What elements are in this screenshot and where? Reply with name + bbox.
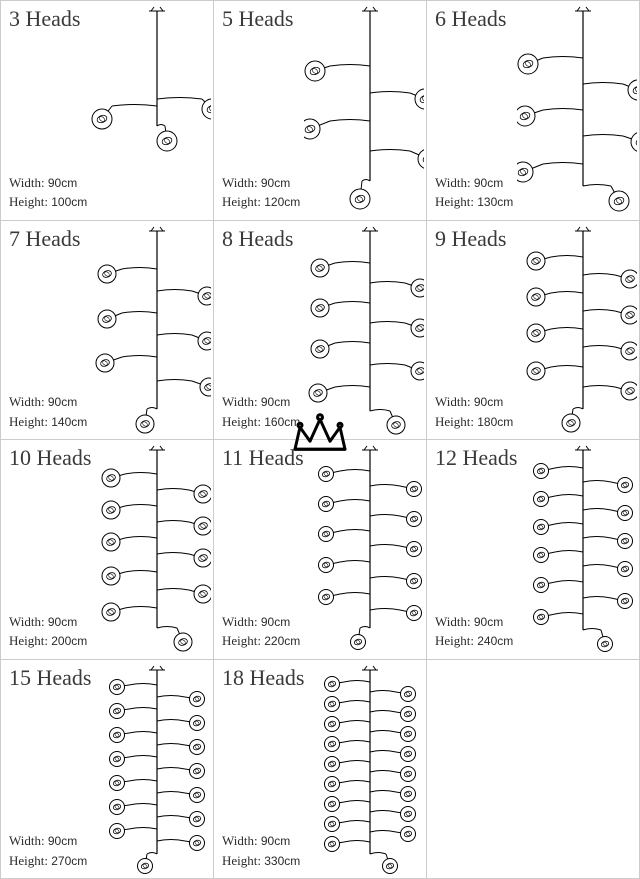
size-cell: 7 Heads	[0, 220, 213, 440]
height-value: 180cm	[477, 415, 513, 429]
width-spec: Width: 90cm	[435, 612, 513, 632]
chandelier-diagram	[304, 664, 422, 875]
height-label: Height:	[222, 633, 261, 648]
height-label: Height:	[9, 414, 48, 429]
size-cell: 3 Heads Width: 90cm Height:	[0, 0, 213, 220]
height-value: 220cm	[264, 634, 300, 648]
width-label: Width:	[222, 175, 258, 190]
width-label: Width:	[222, 833, 258, 848]
height-value: 120cm	[264, 195, 300, 209]
height-label: Height:	[9, 633, 48, 648]
height-label: Height:	[435, 194, 474, 209]
width-label: Width:	[9, 833, 45, 848]
crown-watermark-icon	[285, 409, 355, 464]
width-value: 90cm	[261, 615, 290, 629]
width-spec: Width: 90cm	[9, 831, 87, 851]
width-label: Width:	[9, 394, 45, 409]
width-value: 90cm	[474, 176, 503, 190]
width-value: 90cm	[474, 615, 503, 629]
width-value: 90cm	[261, 395, 290, 409]
chandelier-diagram	[304, 5, 422, 216]
size-cell: 5 Heads Widt	[213, 0, 426, 220]
width-value: 90cm	[261, 176, 290, 190]
width-label: Width:	[222, 614, 258, 629]
width-value: 90cm	[48, 615, 77, 629]
width-label: Width:	[9, 175, 45, 190]
size-cell: 8 Heads	[213, 220, 426, 440]
cell-specs: Width: 90cm Height: 140cm	[9, 392, 87, 431]
width-label: Width:	[9, 614, 45, 629]
width-spec: Width: 90cm	[9, 612, 87, 632]
width-label: Width:	[222, 394, 258, 409]
width-spec: Width: 90cm	[222, 831, 300, 851]
height-label: Height:	[222, 194, 261, 209]
cell-specs: Width: 90cm Height: 120cm	[222, 173, 300, 212]
height-value: 130cm	[477, 195, 513, 209]
width-value: 90cm	[48, 395, 77, 409]
chandelier-diagram	[517, 5, 635, 216]
width-spec: Width: 90cm	[222, 173, 300, 193]
size-cell: 10 Heads	[0, 439, 213, 659]
width-label: Width:	[435, 614, 471, 629]
width-value: 90cm	[261, 834, 290, 848]
cell-specs: Width: 90cm Height: 200cm	[9, 612, 87, 651]
width-spec: Width: 90cm	[435, 392, 513, 412]
cell-specs: Width: 90cm Height: 220cm	[222, 612, 300, 651]
height-spec: Height: 200cm	[9, 631, 87, 651]
chandelier-diagram	[91, 5, 209, 216]
height-label: Height:	[435, 414, 474, 429]
cell-specs: Width: 90cm Height: 270cm	[9, 831, 87, 870]
height-spec: Height: 220cm	[222, 631, 300, 651]
height-label: Height:	[9, 853, 48, 868]
chandelier-diagram	[91, 444, 209, 655]
cell-specs: Width: 90cm Height: 330cm	[222, 831, 300, 870]
chandelier-diagram	[517, 225, 635, 436]
width-value: 90cm	[48, 176, 77, 190]
height-spec: Height: 270cm	[9, 851, 87, 871]
height-spec: Height: 180cm	[435, 412, 513, 432]
height-spec: Height: 100cm	[9, 192, 87, 212]
size-cell	[426, 659, 639, 879]
height-label: Height:	[222, 414, 261, 429]
width-spec: Width: 90cm	[222, 612, 300, 632]
height-value: 240cm	[477, 634, 513, 648]
width-label: Width:	[435, 175, 471, 190]
width-value: 90cm	[48, 834, 77, 848]
height-spec: Height: 120cm	[222, 192, 300, 212]
width-spec: Width: 90cm	[9, 392, 87, 412]
cell-specs: Width: 90cm Height: 180cm	[435, 392, 513, 431]
height-value: 200cm	[51, 634, 87, 648]
chandelier-diagram	[91, 225, 209, 436]
height-label: Height:	[435, 633, 474, 648]
height-spec: Height: 130cm	[435, 192, 513, 212]
size-cell: 9 Heads	[426, 220, 639, 440]
height-value: 330cm	[264, 854, 300, 868]
size-cell: 15 Heads	[0, 659, 213, 879]
size-cell: 11 Heads	[213, 439, 426, 659]
height-label: Height:	[222, 853, 261, 868]
cell-specs: Width: 90cm Height: 100cm	[9, 173, 87, 212]
height-value: 270cm	[51, 854, 87, 868]
height-value: 140cm	[51, 415, 87, 429]
height-value: 100cm	[51, 195, 87, 209]
chandelier-diagram	[304, 444, 422, 655]
height-label: Height:	[9, 194, 48, 209]
height-spec: Height: 240cm	[435, 631, 513, 651]
cell-specs: Width: 90cm Height: 240cm	[435, 612, 513, 651]
height-spec: Height: 140cm	[9, 412, 87, 432]
chandelier-diagram	[517, 444, 635, 655]
cell-specs: Width: 90cm Height: 130cm	[435, 173, 513, 212]
width-value: 90cm	[474, 395, 503, 409]
chandelier-diagram	[304, 225, 422, 436]
width-label: Width:	[435, 394, 471, 409]
width-spec: Width: 90cm	[9, 173, 87, 193]
size-cell: 6 Heads	[426, 0, 639, 220]
size-cell: 12 Heads	[426, 439, 639, 659]
height-spec: Height: 330cm	[222, 851, 300, 871]
size-cell: 18 Heads	[213, 659, 426, 879]
width-spec: Width: 90cm	[435, 173, 513, 193]
chandelier-diagram	[91, 664, 209, 875]
